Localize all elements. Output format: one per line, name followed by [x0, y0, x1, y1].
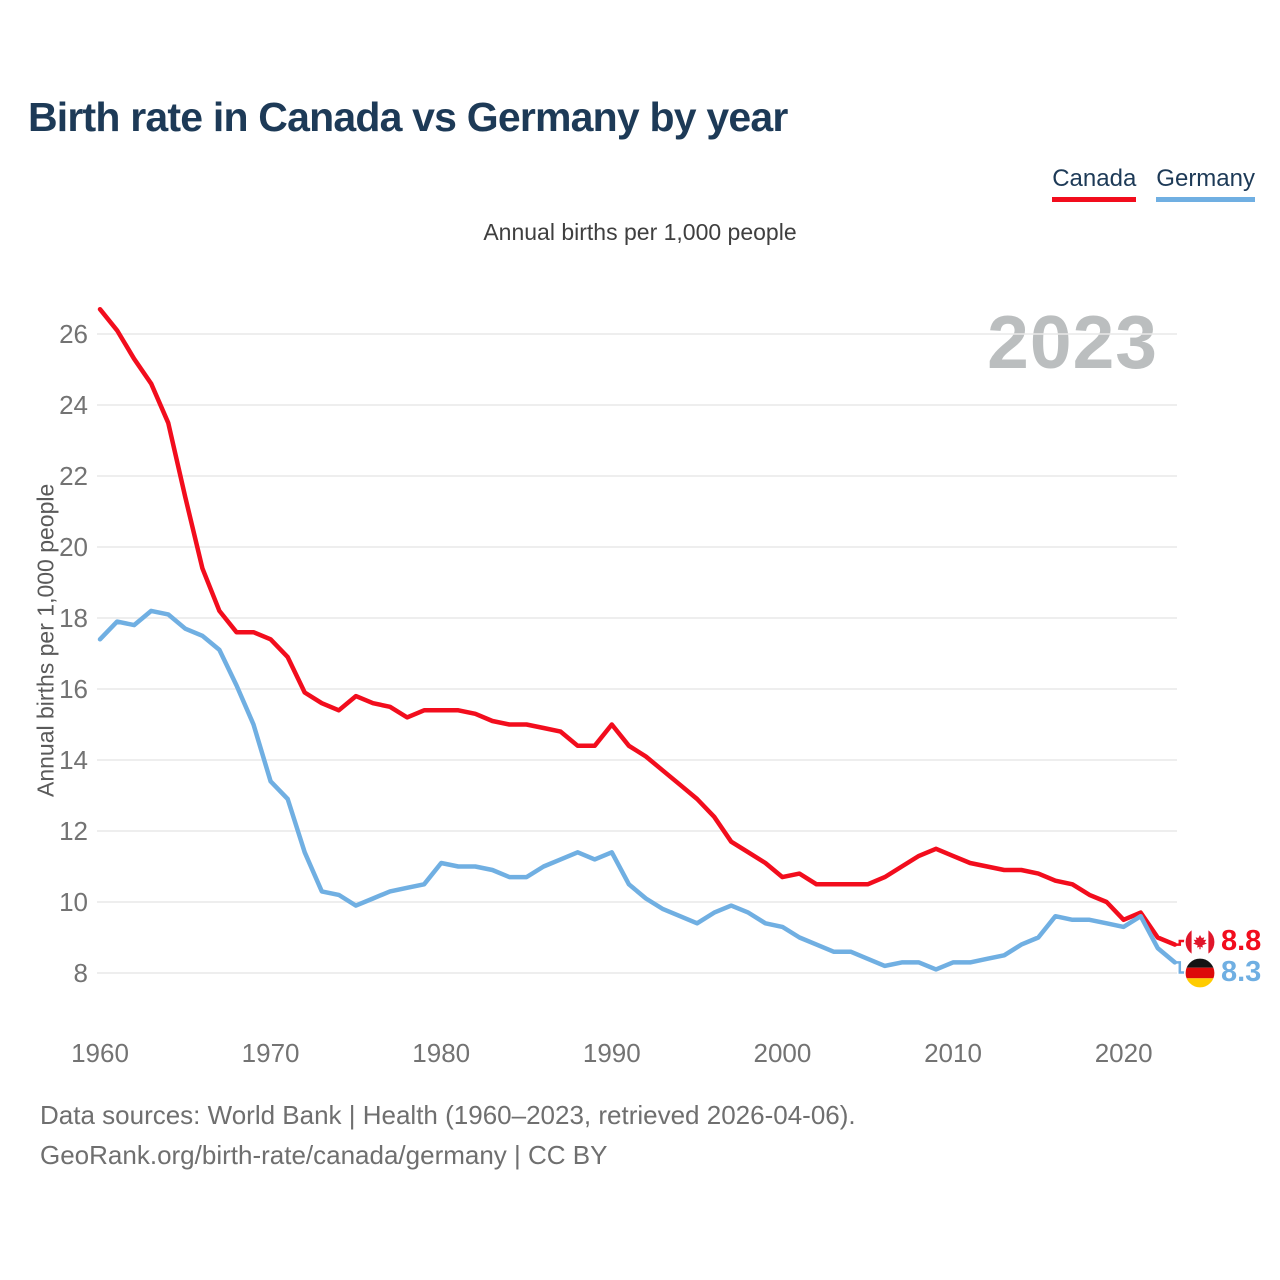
germany-label-connector	[1174, 961, 1185, 974]
y-tick-label: 26	[59, 319, 88, 349]
germany-flag-icon	[1184, 956, 1216, 989]
x-tick-label: 1970	[242, 1038, 300, 1068]
canada-flag-icon	[1184, 925, 1216, 958]
y-tick-label: 16	[59, 674, 88, 704]
x-tick-label: 1960	[71, 1038, 129, 1068]
germany-end-label: 8.3	[1184, 957, 1261, 989]
legend-item-canada[interactable]: Canada	[1052, 165, 1137, 203]
y-tick-label: 20	[59, 532, 88, 562]
canada-line	[97, 306, 1178, 947]
y-tick-label: 24	[59, 390, 88, 420]
germany-end-value: 8.3	[1221, 956, 1262, 988]
canada-end-label: 8.8	[1184, 926, 1261, 958]
canada-end-value: 8.8	[1221, 925, 1262, 957]
x-tick-label: 2000	[753, 1038, 811, 1068]
legend-item-germany[interactable]: Germany	[1156, 165, 1255, 203]
germany-line	[97, 608, 1178, 972]
y-axis-label: Annual births per 1,000 people	[32, 483, 59, 797]
footer-sources: Data sources: World Bank | Health (1960–…	[40, 1100, 856, 1130]
x-tick-label: 1980	[412, 1038, 470, 1068]
chart-subtitle: Annual births per 1,000 people	[483, 219, 797, 245]
footer-attribution: GeoRank.org/birth-rate/canada/germany | …	[40, 1140, 608, 1170]
y-tick-label: 8	[74, 958, 88, 988]
y-tick-label: 10	[59, 887, 88, 917]
legend: Canada Germany	[1052, 165, 1255, 203]
y-tick-label: 12	[59, 816, 88, 846]
x-tick-label: 1990	[583, 1038, 641, 1068]
page-title: Birth rate in Canada vs Germany by year	[28, 94, 788, 140]
canada-label-connector	[1174, 939, 1185, 946]
y-tick-label: 18	[59, 603, 88, 633]
y-tick-label: 22	[59, 461, 88, 491]
y-tick-label: 14	[59, 745, 88, 775]
x-tick-label: 2020	[1095, 1038, 1153, 1068]
watermark-year: 2023	[987, 300, 1158, 384]
x-tick-label: 2010	[924, 1038, 982, 1068]
